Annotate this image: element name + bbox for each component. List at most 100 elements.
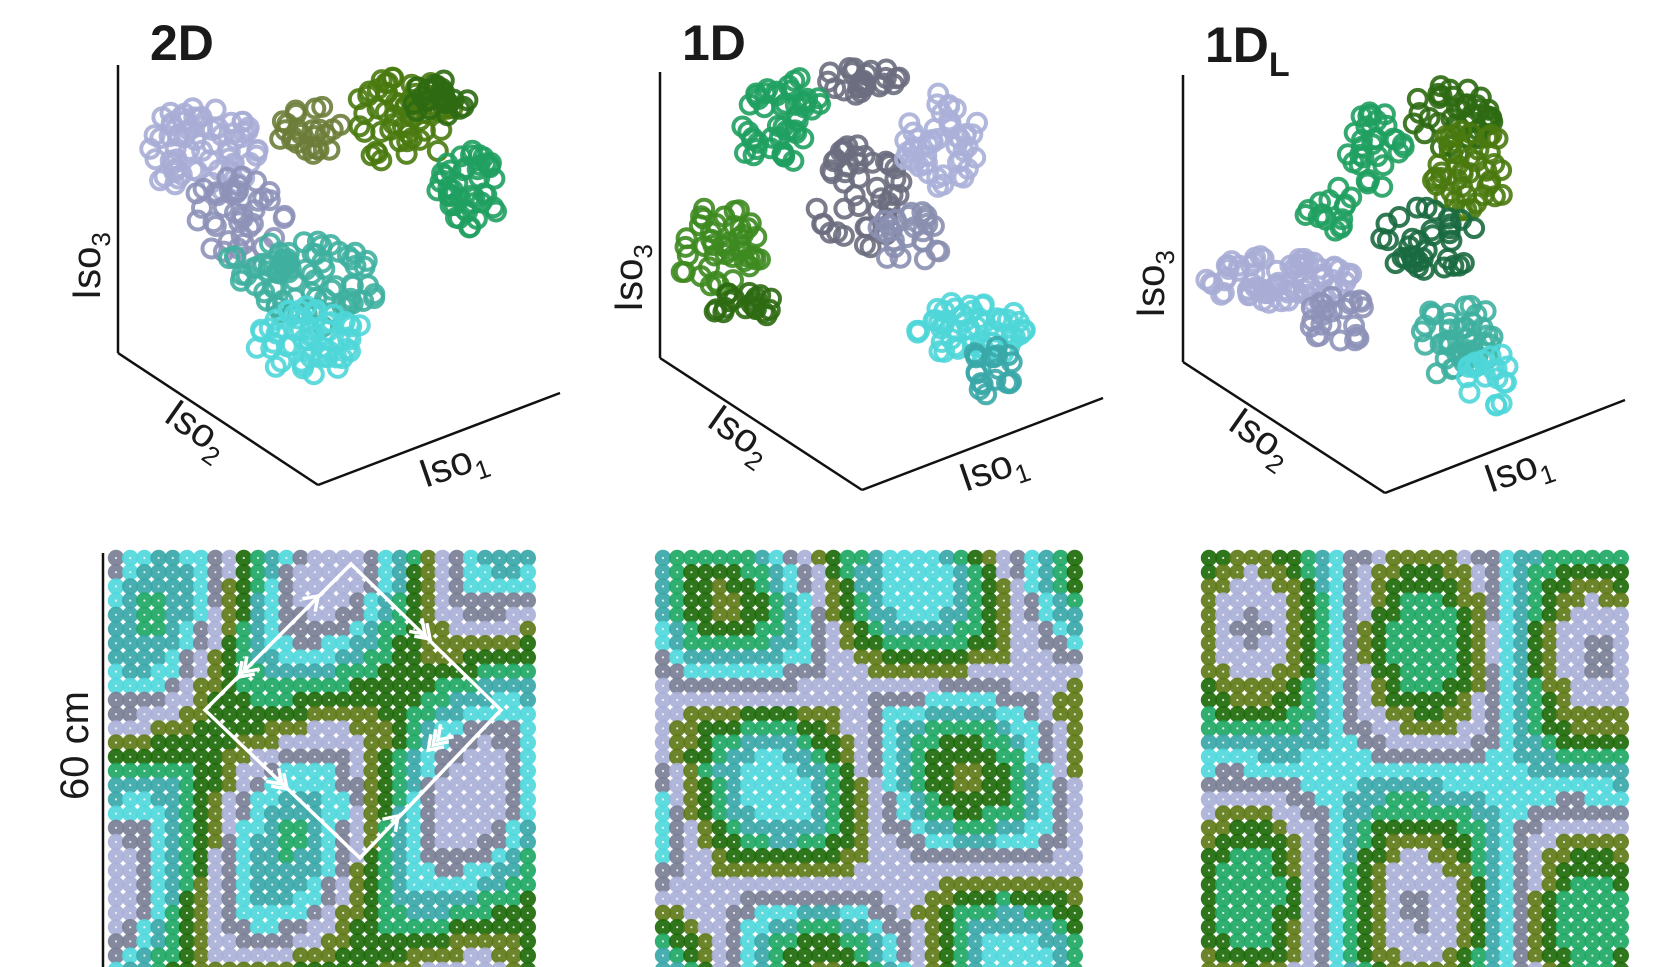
map-dot-center	[171, 798, 174, 801]
map-dot-center	[860, 713, 863, 716]
map-dot-center	[114, 627, 118, 631]
map-dot-center	[832, 826, 835, 829]
map-dot-center	[498, 727, 501, 730]
map-dot-center	[469, 698, 473, 702]
map-dot-center	[1349, 556, 1353, 560]
map-dot-center	[1073, 826, 1076, 829]
map-dot-center	[356, 627, 359, 631]
map-dot-center	[775, 755, 778, 758]
ring-marker	[926, 167, 949, 189]
map-dot-center	[185, 926, 189, 929]
map-dot-center	[874, 684, 878, 687]
map-dot-center	[690, 741, 693, 744]
map-dot-center	[775, 855, 778, 858]
map-dot-center	[903, 798, 906, 801]
ring-marker	[223, 245, 246, 268]
map-dot-center	[114, 741, 118, 744]
ring-marker	[693, 235, 716, 258]
map-dot-center	[143, 571, 146, 574]
map-dot-center	[299, 684, 302, 687]
map-dot-center	[171, 926, 174, 929]
map-dot-center	[1016, 670, 1020, 673]
map-dot-center	[299, 869, 302, 872]
ring-marker	[933, 340, 956, 363]
map-dot-center	[974, 897, 977, 900]
map-dot-center	[512, 727, 515, 730]
ring-marker	[1279, 254, 1302, 277]
map-dot-center	[143, 727, 146, 730]
map-dot-center	[1059, 769, 1062, 773]
map-dot-center	[732, 769, 736, 773]
map-dot-center	[860, 613, 863, 616]
map-dot-center	[256, 869, 260, 872]
map-dot-center	[832, 940, 835, 943]
ring-marker	[210, 124, 233, 147]
map-dot-center	[512, 698, 515, 702]
map-dot-center	[129, 556, 132, 560]
map-dot-center	[889, 556, 892, 560]
map-dot-center	[690, 713, 693, 716]
map-dot-center	[285, 798, 288, 801]
map-dot-center	[1073, 585, 1076, 588]
map-dot-center	[803, 769, 807, 773]
map-dot-center	[299, 855, 302, 858]
map-dot-center	[931, 613, 934, 616]
map-dot-center	[960, 599, 963, 602]
map-dot-center	[526, 698, 529, 702]
map-dot-center	[1349, 585, 1353, 588]
map-dot-center	[427, 798, 430, 801]
map-dot-center	[1264, 613, 1267, 616]
ring-marker	[745, 82, 768, 105]
map-dot-center	[818, 585, 821, 588]
map-dot-center	[313, 571, 316, 574]
map-dot-center	[1059, 741, 1062, 744]
map-dot-center	[803, 684, 807, 687]
map-dot-center	[874, 642, 878, 645]
map-dot-center	[1577, 585, 1580, 588]
map-dot	[1010, 961, 1026, 967]
map-dot-center	[185, 571, 189, 574]
map-dot-center	[1016, 911, 1020, 915]
map-dot-center	[661, 883, 665, 886]
map-dot-center	[256, 585, 260, 588]
map-dot-center	[732, 613, 736, 616]
map-dot-center	[441, 855, 444, 858]
map-dot-center	[889, 869, 892, 872]
map-dot-center	[171, 613, 174, 616]
map-dot-center	[704, 656, 707, 659]
map-dot-center	[903, 599, 906, 602]
map-dot-center	[690, 883, 693, 886]
panel-1d: 1D Iso3 Iso2 Iso1	[607, 15, 1104, 501]
map-dot-center	[1250, 599, 1253, 602]
map-dot-center	[931, 741, 934, 744]
ring-marker	[268, 241, 291, 264]
map-dot-center	[455, 812, 458, 815]
map-dot-center	[271, 698, 274, 702]
panel-2d: 2D Iso3 Iso2 Iso1	[65, 15, 561, 497]
map-dot-center	[1392, 571, 1395, 574]
map-dot-center	[129, 642, 132, 645]
map-dot-center	[761, 798, 764, 801]
map-dot-center	[413, 855, 416, 858]
map-dot	[797, 961, 813, 967]
map-dot	[179, 961, 195, 967]
map-dot-center	[185, 599, 189, 602]
map-dot-center	[1264, 599, 1267, 602]
map-dot-center	[214, 926, 217, 929]
map-dot	[434, 961, 451, 967]
map-dot-center	[789, 897, 792, 900]
map-dot-center	[775, 684, 778, 687]
map-dot-center	[1016, 585, 1020, 588]
map-dot-center	[960, 826, 963, 829]
ring-marker	[1442, 85, 1465, 108]
map-dot-center	[455, 713, 458, 716]
map-dot-center	[384, 798, 387, 801]
map-dot-center	[732, 855, 736, 858]
map-dot-center	[789, 769, 792, 773]
axis-label-y-1dl: Iso2	[1221, 399, 1290, 480]
map-dot-center	[498, 571, 501, 574]
map-dot-center	[228, 656, 231, 659]
ring-marker	[727, 199, 750, 222]
map-dot-center	[860, 755, 863, 758]
